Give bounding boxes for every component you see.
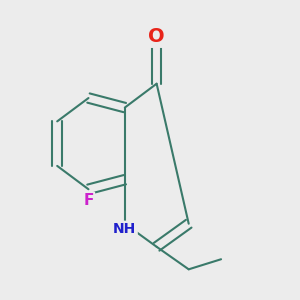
- Text: F: F: [83, 193, 94, 208]
- Text: NH: NH: [113, 222, 136, 236]
- Text: O: O: [148, 27, 165, 46]
- Text: F: F: [83, 193, 94, 208]
- Text: O: O: [148, 27, 165, 46]
- Text: NH: NH: [113, 222, 136, 236]
